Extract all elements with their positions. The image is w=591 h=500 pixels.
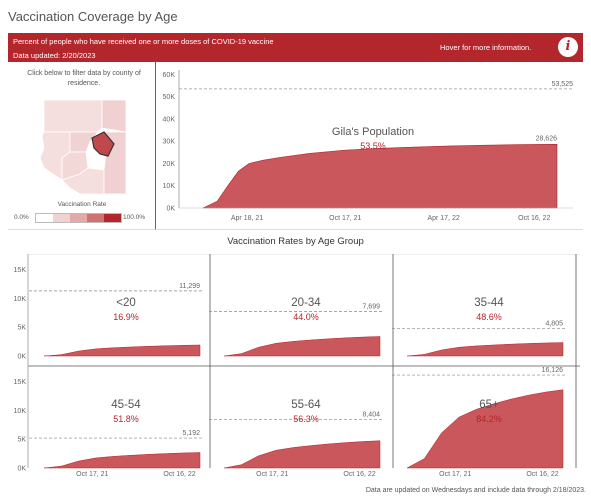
- x-tick-label: Oct 16, 22: [526, 471, 558, 478]
- color-legend: [35, 213, 122, 223]
- legend-swatch: [87, 214, 104, 222]
- y-tick-label: 5K: [17, 437, 26, 444]
- y-tick-label: 60K: [163, 72, 176, 79]
- data-updated-text: Data updated: 2/20/2023: [13, 51, 96, 60]
- y-tick-label: 0K: [17, 354, 26, 361]
- population-label: 4,805: [545, 320, 563, 327]
- y-tick-label: 50K: [163, 94, 176, 101]
- county-shape[interactable]: [43, 99, 103, 133]
- population-label: 7,699: [362, 304, 380, 311]
- age-group-panel[interactable]: 7,699 20-34 44.0%: [209, 297, 384, 357]
- y-tick-label: 15K: [14, 267, 27, 274]
- arizona-county-map[interactable]: [40, 98, 130, 194]
- y-tick-label: 15K: [14, 379, 27, 386]
- population-label: 5,192: [182, 430, 200, 437]
- info-icon[interactable]: i: [558, 37, 578, 57]
- x-tick-label: Apr 17, 22: [427, 215, 459, 222]
- age-group-label: <20: [116, 297, 136, 309]
- age-group-panel[interactable]: 8,404 55-64 56.3% Oct 17, 21 Oct 16, 22: [209, 399, 384, 478]
- y-tick-label: 20K: [163, 161, 176, 168]
- y-tick-label: 30K: [163, 139, 176, 146]
- age-group-panel[interactable]: 5,192 45-54 51.8% 0K 5K 10K 15K Oct 17, 21 Oct 1…: [14, 379, 204, 478]
- percent-label: 48.6%: [476, 312, 502, 322]
- y-tick-label: 10K: [163, 183, 176, 190]
- banner-subtitle: Percent of people who have received one …: [13, 37, 274, 46]
- percent-label: 44.0%: [293, 312, 319, 322]
- legend-max-label: 100.0%: [123, 214, 146, 221]
- coverage-area[interactable]: [43, 452, 201, 469]
- x-tick-label: Oct 16, 22: [343, 471, 375, 478]
- percent-label: 84.2%: [476, 414, 502, 424]
- x-tick-label: Oct 17, 21: [76, 471, 108, 478]
- percent-label: 51.8%: [113, 414, 139, 424]
- population-label: 8,404: [362, 412, 380, 419]
- y-tick-label: 10K: [14, 296, 27, 303]
- age-group-label: 45-54: [111, 399, 141, 411]
- percent-label: 56.3%: [293, 414, 319, 424]
- x-tick-label: Oct 17, 21: [439, 471, 471, 478]
- coverage-area[interactable]: [223, 336, 381, 357]
- chart-title: Gila's Population: [332, 126, 414, 138]
- percent-label: 53.5%: [360, 141, 386, 151]
- age-group-charts[interactable]: 11,299 <20 16.9% 0K 5K 10K 15K 7,699 20-34 44.0% 4…: [8, 254, 588, 480]
- y-tick-label: 40K: [163, 116, 176, 123]
- age-group-label: 35-44: [474, 297, 504, 309]
- age-section-title: Vaccination Rates by Age Group: [227, 236, 364, 247]
- y-tick-label: 0K: [166, 206, 175, 213]
- end-value-label: 28,626: [536, 135, 558, 142]
- coverage-area[interactable]: [406, 342, 564, 357]
- y-tick-label: 5K: [17, 325, 26, 332]
- legend-swatch: [53, 214, 70, 222]
- y-tick-label: 10K: [14, 408, 27, 415]
- map-instruction: Click below to filter data by county of …: [27, 70, 141, 87]
- age-group-label: 55-64: [291, 399, 321, 411]
- x-tick-label: Oct 16, 22: [518, 215, 550, 222]
- x-tick-label: Oct 16, 22: [163, 471, 195, 478]
- gila-county-selected[interactable]: [91, 131, 115, 157]
- county-shape[interactable]: [69, 131, 99, 153]
- coverage-area[interactable]: [43, 344, 201, 357]
- page-title: Vaccination Coverage by Age: [8, 9, 178, 24]
- county-map-panel: Click below to filter data by county of …: [8, 62, 156, 230]
- vaccination-rate-label: Vaccination Rate: [57, 201, 107, 208]
- population-label: 11,299: [179, 283, 200, 290]
- x-tick-label: Oct 17, 21: [329, 215, 361, 222]
- age-group-label: 20-34: [291, 297, 321, 309]
- hover-hint: Hover for more information.: [440, 43, 532, 52]
- age-group-panel[interactable]: 11,299 <20 16.9% 0K 5K 10K 15K: [14, 267, 204, 361]
- county-population-chart[interactable]: 0K 10K 20K 30K 40K 50K 60K 53,525 28,626 Gila's P…: [157, 62, 583, 230]
- legend-swatch: [70, 214, 87, 222]
- population-label: 53,525: [552, 81, 574, 88]
- x-tick-label: Apr 18, 21: [231, 215, 263, 222]
- y-tick-label: 0K: [17, 466, 26, 473]
- age-group-panel[interactable]: 4,805 35-44 48.6%: [392, 297, 567, 357]
- legend-swatch: [104, 214, 121, 222]
- coverage-area[interactable]: [202, 143, 558, 209]
- population-label: 16,126: [542, 367, 564, 374]
- percent-label: 16.9%: [113, 312, 139, 322]
- coverage-area[interactable]: [223, 440, 381, 469]
- age-group-panel[interactable]: 16,126 65+ 84.2% Oct 17, 21 Oct 16, 22: [392, 367, 567, 478]
- legend-min-label: 0.0%: [14, 214, 29, 221]
- age-group-label: 65+: [479, 399, 499, 411]
- header-banner: Percent of people who have received one …: [8, 33, 583, 62]
- footnote: Data are updated on Wednesdays and inclu…: [365, 487, 586, 494]
- x-tick-label: Oct 17, 21: [256, 471, 288, 478]
- legend-swatch: [36, 214, 53, 222]
- county-shape[interactable]: [101, 99, 127, 133]
- coverage-area[interactable]: [406, 389, 564, 469]
